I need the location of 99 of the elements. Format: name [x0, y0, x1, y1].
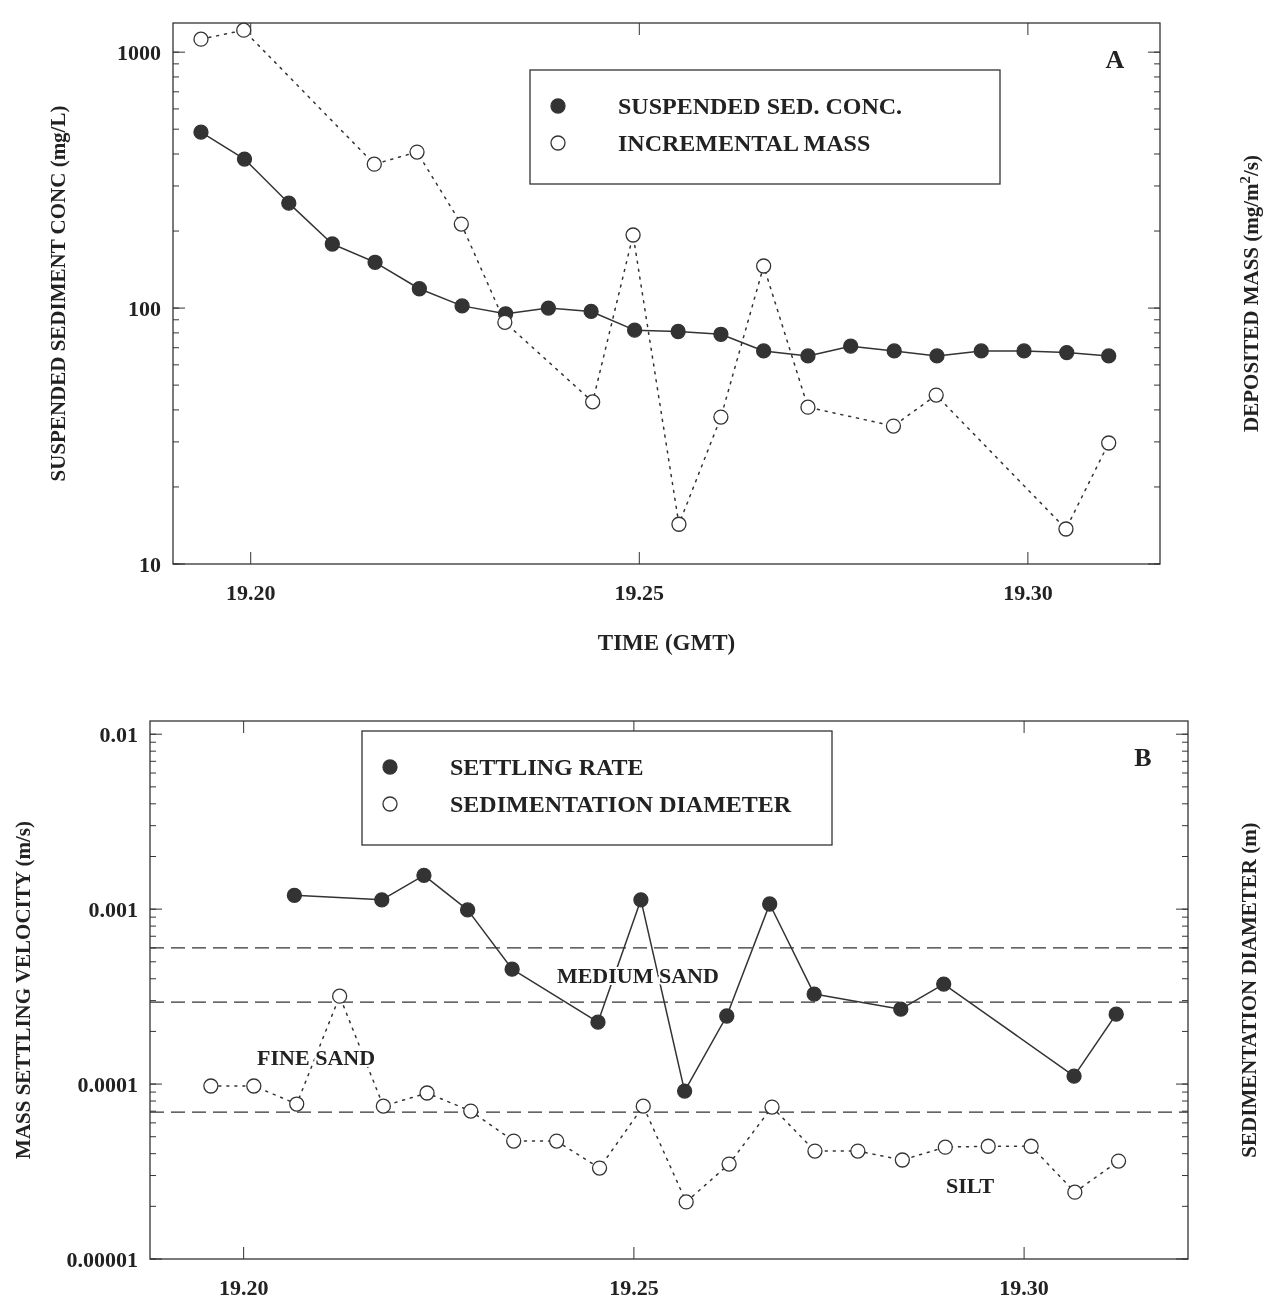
- point: [548, 1133, 565, 1149]
- point: [1016, 343, 1032, 359]
- legend-label: SEDIMENTATION DIAMETER: [450, 791, 792, 818]
- annotation: B: [1134, 743, 1152, 772]
- point: [1110, 1153, 1127, 1169]
- point: [1058, 521, 1074, 537]
- annotation: A: [1105, 45, 1125, 74]
- x-tick-label: 19.25: [614, 580, 665, 605]
- y-axis-title: SUSPENDED SEDIMENT CONC (mg/L): [46, 105, 70, 482]
- point: [633, 892, 649, 908]
- point: [203, 1078, 219, 1094]
- point: [332, 988, 348, 1004]
- point: [419, 1085, 435, 1101]
- point: [504, 961, 520, 977]
- point: [1108, 1006, 1124, 1022]
- point: [764, 1099, 780, 1115]
- point: [671, 516, 687, 532]
- y-tick-label: 0.001: [88, 896, 138, 922]
- legend-label: SUSPENDED SED. CONC.: [618, 93, 903, 120]
- point: [1101, 348, 1117, 364]
- point: [843, 338, 859, 354]
- y-tick-label: 0.01: [99, 721, 138, 747]
- point: [289, 1096, 305, 1112]
- x-tick-label: 19.25: [609, 1275, 659, 1299]
- point: [411, 281, 428, 297]
- point: [719, 1008, 735, 1024]
- point: [236, 22, 252, 38]
- point: [626, 322, 643, 338]
- point: [1101, 435, 1117, 451]
- x-tick-label: 19.20: [218, 1275, 269, 1299]
- annotation: FINE SAND: [257, 1044, 376, 1070]
- point: [800, 348, 816, 364]
- y-tick-label: 100: [128, 295, 161, 321]
- point: [375, 1098, 392, 1114]
- point: [374, 892, 390, 908]
- point: [409, 144, 425, 160]
- point: [807, 1143, 823, 1159]
- point: [928, 387, 944, 403]
- point: [936, 976, 952, 992]
- point: [585, 394, 601, 410]
- y-axis-title: MASS SETTLING VELOCITY (m/s): [11, 821, 35, 1159]
- point: [286, 887, 303, 903]
- point: [973, 343, 989, 359]
- point: [670, 323, 686, 340]
- point: [459, 902, 476, 918]
- x-tick-label: 19.30: [1003, 580, 1053, 605]
- point: [886, 343, 902, 359]
- point: [591, 1160, 608, 1176]
- point: [193, 124, 209, 140]
- point: [367, 254, 383, 270]
- y2-axis-title: SEDIMENTATION DIAMETER (m): [1237, 822, 1261, 1158]
- point: [583, 303, 599, 320]
- point: [762, 896, 778, 912]
- point: [980, 1138, 996, 1154]
- point: [1023, 1138, 1039, 1154]
- point: [937, 1139, 953, 1155]
- point: [366, 156, 382, 172]
- point: [506, 1133, 522, 1149]
- point: [246, 1078, 262, 1094]
- x-tick-label: 19.30: [999, 1275, 1049, 1299]
- point: [324, 236, 340, 252]
- point: [540, 300, 557, 316]
- point: [800, 399, 816, 415]
- point: [893, 1001, 909, 1017]
- point: [678, 1194, 694, 1210]
- point: [236, 151, 253, 167]
- point: [929, 348, 945, 364]
- point: [281, 195, 297, 211]
- y-tick-label: 0.0001: [77, 1071, 138, 1097]
- point: [463, 1103, 479, 1119]
- point: [635, 1098, 651, 1114]
- point: [676, 1083, 693, 1099]
- annotation: SILT: [945, 1173, 995, 1199]
- y-tick-label: 0.00001: [66, 1246, 138, 1272]
- y-tick-label: 10: [139, 551, 161, 577]
- point: [713, 409, 729, 425]
- point: [1059, 344, 1075, 361]
- point: [756, 343, 772, 359]
- point: [454, 298, 470, 314]
- x-axis-title: TIME (GMT): [597, 630, 736, 655]
- point: [756, 258, 772, 274]
- point: [713, 326, 729, 342]
- point: [497, 314, 513, 330]
- point: [885, 418, 902, 434]
- point: [193, 31, 209, 47]
- legend-label: SETTLING RATE: [450, 754, 644, 781]
- point: [416, 867, 432, 884]
- point: [453, 216, 469, 232]
- y-tick-label: 1000: [117, 39, 161, 65]
- point: [806, 986, 822, 1002]
- point: [590, 1014, 606, 1030]
- x-tick-label: 19.20: [225, 580, 276, 605]
- point: [850, 1143, 866, 1159]
- point: [1066, 1068, 1082, 1084]
- legend-label: INCREMENTAL MASS: [618, 130, 871, 157]
- point: [894, 1152, 911, 1168]
- point: [721, 1156, 737, 1172]
- point: [625, 227, 641, 243]
- point: [1067, 1184, 1083, 1200]
